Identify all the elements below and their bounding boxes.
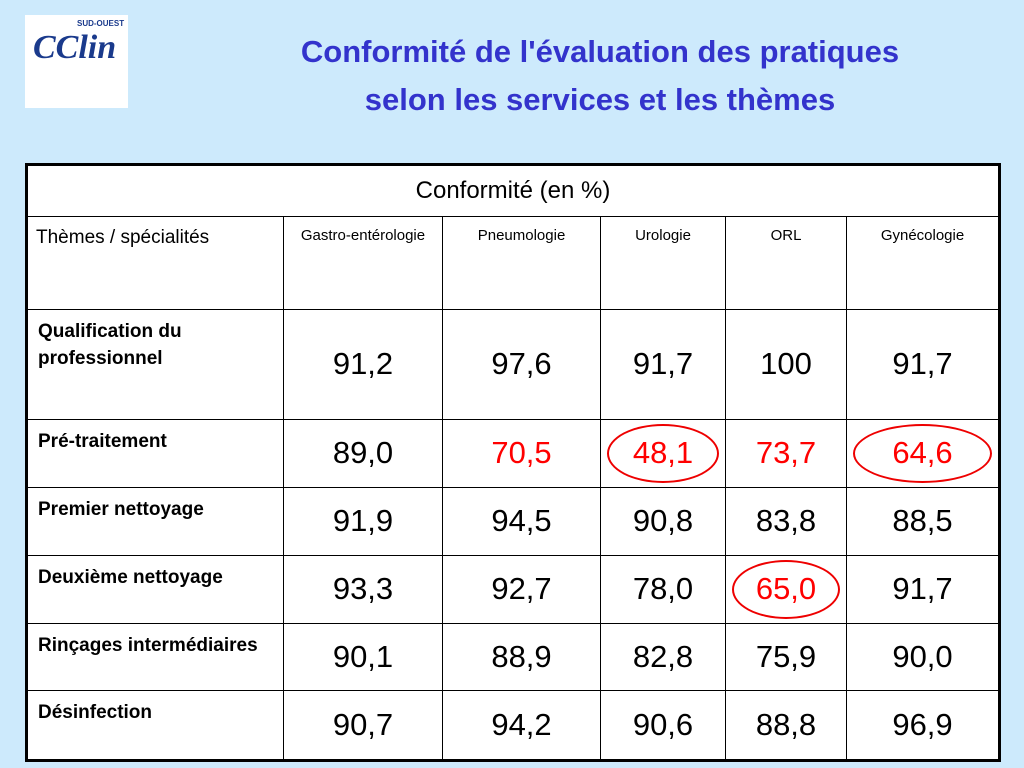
row-label: Désinfection bbox=[26, 690, 284, 761]
value-text: 90,1 bbox=[332, 638, 394, 674]
value-cell: 70,5 bbox=[442, 418, 601, 488]
header-row: Thèmes / spécialités Gastro-entérologie Pn… bbox=[26, 216, 1001, 310]
highlight-circle bbox=[853, 423, 993, 483]
value-text: 89,0 bbox=[332, 435, 394, 471]
data-row: Désinfection 90,7 94,2 90,6 88,8 96,9 bbox=[26, 690, 1001, 761]
caption: Conformité (en %) bbox=[25, 164, 1001, 217]
value-cell: 97,6 bbox=[442, 309, 601, 420]
row-label: Pré-traitement bbox=[26, 418, 284, 488]
data-row: Deuxième nettoyage 93,3 92,7 78,0 65,0 91,7 bbox=[26, 554, 1001, 624]
value-cell: 88,9 bbox=[442, 622, 601, 692]
value-cell: 73,7 bbox=[725, 418, 847, 488]
data-row: Rinçages intermédiaires 90,1 88,9 82,8 75,9 9… bbox=[26, 622, 1001, 692]
value-text: 75,9 bbox=[755, 638, 817, 674]
value-text: 91,7 bbox=[632, 346, 694, 382]
value-cell: 96,9 bbox=[845, 690, 1001, 761]
value-text: 88,9 bbox=[491, 638, 552, 674]
column-header: Urologie bbox=[600, 216, 726, 310]
column-header: Gastro-entérologie bbox=[283, 216, 443, 310]
value-cell: 90,7 bbox=[283, 690, 443, 761]
value-cell: 78,0 bbox=[600, 554, 726, 624]
value-cell: 94,5 bbox=[442, 486, 601, 556]
value-text: 91,2 bbox=[332, 346, 394, 382]
row-label: Qualification du professionnel bbox=[26, 309, 284, 420]
value-text: 73,7 bbox=[755, 435, 817, 471]
value-cell: 88,8 bbox=[725, 690, 847, 761]
value-text: 94,2 bbox=[491, 707, 552, 743]
value-cell: 48,1 bbox=[600, 418, 726, 488]
value-text: 91,7 bbox=[892, 571, 953, 607]
value-cell: 90,8 bbox=[600, 486, 726, 556]
data-row: Pré-traitement 89,0 70,5 48,1 73,7 64,6 bbox=[26, 418, 1001, 488]
caption-row: Conformité (en %) bbox=[25, 164, 1001, 217]
value-text: 90,7 bbox=[332, 707, 394, 743]
value-text: 83,8 bbox=[755, 503, 817, 539]
highlight-circle bbox=[607, 423, 719, 483]
table: Conformité (en %) Thèmes / spécialités Gas… bbox=[25, 163, 1002, 762]
value-cell: 90,0 bbox=[845, 622, 1001, 692]
highlight-circle bbox=[732, 559, 840, 619]
value-cell: 92,7 bbox=[442, 554, 601, 624]
title: Conformité de l'évaluation des pratiques… bbox=[200, 28, 1000, 124]
row-label: Rinçages intermédiaires bbox=[26, 622, 284, 692]
value-cell: 82,8 bbox=[600, 622, 726, 692]
logo-text: CClin bbox=[33, 29, 117, 66]
value-cell: 89,0 bbox=[283, 418, 443, 488]
data-row: Premier nettoyage 91,9 94,5 90,8 83,8 88,5 bbox=[26, 486, 1001, 556]
logo-subtext: SUD-OUEST bbox=[77, 19, 125, 28]
value-text: 90,8 bbox=[632, 503, 694, 539]
data-row: Qualification du professionnel 91,2 97,6 91… bbox=[26, 309, 1001, 420]
value-cell: 94,2 bbox=[442, 690, 601, 761]
value-text: 90,6 bbox=[632, 707, 694, 743]
value-text: 90,0 bbox=[892, 638, 953, 674]
value-cell: 93,3 bbox=[283, 554, 443, 624]
value-text: 70,5 bbox=[491, 435, 552, 471]
title-line: Conformité de l'évaluation des pratiques bbox=[300, 34, 900, 69]
value-text: 78,0 bbox=[632, 571, 694, 607]
column-header: Gynécologie bbox=[845, 216, 1001, 310]
value-cell: 91,2 bbox=[283, 309, 443, 420]
value-cell: 100 bbox=[725, 309, 847, 420]
row-label: Premier nettoyage bbox=[26, 486, 284, 556]
value-text: 97,6 bbox=[491, 346, 552, 382]
value-text: 91,7 bbox=[892, 346, 953, 382]
value-cell: 91,7 bbox=[600, 309, 726, 420]
logo: SUD-OUEST CClin bbox=[25, 15, 128, 108]
value-cell: 64,6 bbox=[845, 418, 1001, 488]
corner-header: Thèmes / spécialités bbox=[26, 216, 284, 310]
value-cell: 91,9 bbox=[283, 486, 443, 556]
row-label: Deuxième nettoyage bbox=[26, 554, 284, 624]
value-cell: 90,6 bbox=[600, 690, 726, 761]
value-text: 88,5 bbox=[892, 503, 953, 539]
title-line: selon les services et les thèmes bbox=[364, 82, 836, 117]
value-cell: 90,1 bbox=[283, 622, 443, 692]
value-cell: 91,7 bbox=[845, 554, 1001, 624]
value-text: 88,8 bbox=[755, 707, 817, 743]
value-cell: 65,0 bbox=[725, 554, 847, 624]
value-cell: 83,8 bbox=[725, 486, 847, 556]
column-header: Pneumologie bbox=[442, 216, 601, 310]
value-text: 96,9 bbox=[892, 707, 953, 743]
value-text: 91,9 bbox=[332, 503, 394, 539]
value-text: 92,7 bbox=[491, 571, 552, 607]
value-cell: 88,5 bbox=[845, 486, 1001, 556]
value-cell: 91,7 bbox=[845, 309, 1001, 420]
value-text: 94,5 bbox=[491, 503, 552, 539]
value-cell: 75,9 bbox=[725, 622, 847, 692]
value-text: 100 bbox=[760, 346, 812, 382]
value-text: 93,3 bbox=[332, 571, 394, 607]
value-text: 82,8 bbox=[632, 638, 694, 674]
column-header: ORL bbox=[725, 216, 847, 310]
